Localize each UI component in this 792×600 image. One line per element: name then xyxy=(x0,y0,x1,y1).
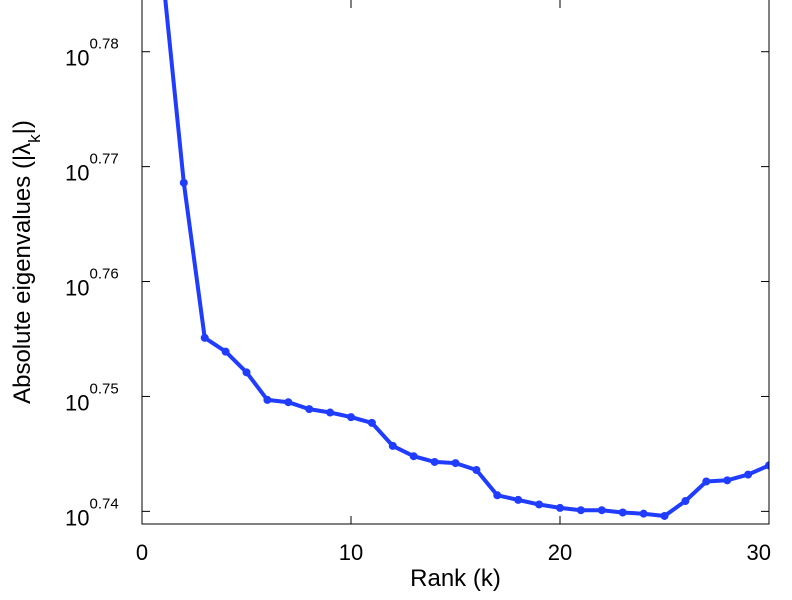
x-tick-labels: 0 10 20 30 xyxy=(136,540,771,565)
y-tick-label: 100.78 xyxy=(65,36,119,71)
data-point xyxy=(765,461,769,470)
y-tick-label: 100.77 xyxy=(65,151,119,186)
y-tick-label: 100.75 xyxy=(65,380,119,415)
data-point xyxy=(221,347,230,356)
data-point xyxy=(347,413,355,422)
tick-marks xyxy=(141,0,770,524)
y-tick-base: 10 xyxy=(65,161,89,186)
data-point xyxy=(388,441,397,450)
data-point xyxy=(744,470,753,479)
data-point xyxy=(242,368,251,377)
y-tick-exponent: 0.77 xyxy=(89,151,118,168)
x-tick-label: 0 xyxy=(136,540,148,565)
data-point xyxy=(326,408,335,417)
data-point xyxy=(263,395,272,404)
data-point xyxy=(430,457,439,466)
data-point xyxy=(493,491,502,500)
axes-frame xyxy=(141,0,770,525)
y-axis-label-main: Absolute eigenvalues (|λ xyxy=(9,143,36,404)
y-tick-base: 10 xyxy=(65,390,89,415)
y-axis-label: Absolute eigenvalues (|λk|) xyxy=(9,120,44,404)
y-tick-label: 100.76 xyxy=(65,266,119,301)
data-point xyxy=(367,418,376,427)
data-point xyxy=(179,178,188,187)
y-tick-base: 10 xyxy=(65,276,89,301)
y-axis-label-end: |) xyxy=(9,120,36,134)
plot-area xyxy=(142,0,769,524)
data-point xyxy=(576,506,585,515)
data-point xyxy=(639,509,648,518)
data-point xyxy=(409,452,418,461)
y-tick-label: 100.74 xyxy=(65,495,119,530)
x-tick-label: 30 xyxy=(747,540,771,565)
data-point xyxy=(556,503,564,512)
y-tick-exponent: 0.75 xyxy=(89,380,118,397)
data-point xyxy=(451,459,460,468)
data-point xyxy=(535,500,544,509)
data-point xyxy=(305,405,314,414)
x-tick-label: 10 xyxy=(339,540,363,565)
x-axis-label: Rank (k) xyxy=(410,565,501,592)
series-line xyxy=(163,0,769,518)
data-point xyxy=(597,506,606,515)
y-tick-exponent: 0.74 xyxy=(89,495,118,512)
y-tick-base: 10 xyxy=(65,46,89,71)
series-layer xyxy=(163,0,769,520)
data-point xyxy=(681,497,690,506)
y-tick-exponent: 0.78 xyxy=(89,36,118,53)
data-point xyxy=(723,476,732,485)
data-point xyxy=(660,511,669,520)
y-axis-label-subscript: k xyxy=(25,134,44,143)
data-point xyxy=(472,465,481,474)
data-point xyxy=(514,495,523,504)
y-tick-base: 10 xyxy=(65,505,89,530)
data-point xyxy=(200,333,209,342)
data-point xyxy=(284,398,293,407)
data-point xyxy=(702,477,711,486)
x-tick-label: 20 xyxy=(548,540,572,565)
data-point xyxy=(618,508,627,517)
y-tick-exponent: 0.76 xyxy=(89,266,118,283)
